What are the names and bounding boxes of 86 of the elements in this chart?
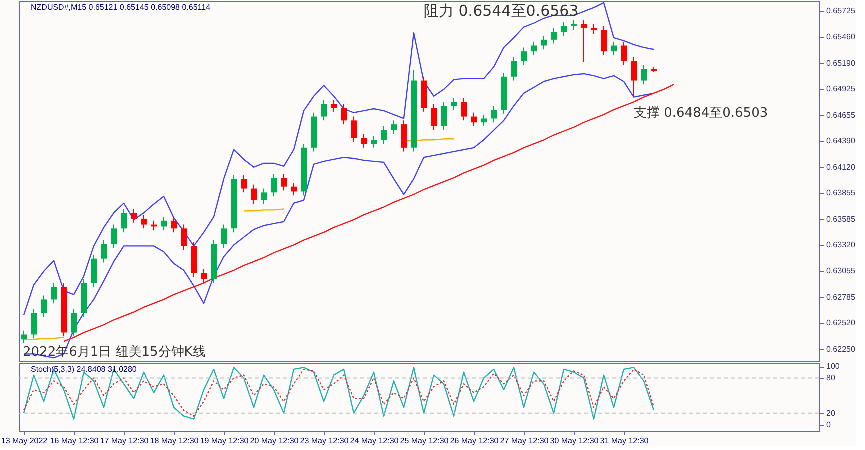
candlestick (451, 98, 457, 110)
candlestick (481, 114, 487, 128)
candlestick (561, 22, 567, 37)
x-tick-label: 16 May 12:30 (50, 436, 100, 446)
x-tick-label: 31 May 12:30 (600, 436, 650, 446)
x-tick-label: 13 May 2022 (1, 436, 48, 446)
candlestick (581, 20, 587, 63)
y-tick-label: 0.64925 (826, 84, 856, 94)
y-tick-label: 0.64655 (826, 110, 856, 120)
x-tick-label: 18 May 12:30 (150, 436, 200, 446)
y-tick-label: 0.65460 (826, 32, 856, 42)
x-tick-label: 20 May 12:30 (250, 436, 300, 446)
x-tick-label: 25 May 12:30 (400, 436, 450, 446)
candlestick (401, 120, 407, 152)
candlestick (381, 126, 387, 145)
candlestick (221, 224, 227, 249)
candlestick (161, 216, 167, 232)
y-tick-label: 0.63320 (826, 240, 856, 250)
candlestick (201, 269, 207, 284)
candlestick (571, 20, 577, 31)
candlestick (471, 112, 477, 128)
candlestick (251, 184, 257, 205)
candlestick (601, 26, 607, 56)
x-tick-label: 19 May 12:30 (200, 436, 250, 446)
y-tick-label: 0.64120 (826, 162, 856, 172)
candlestick (621, 41, 627, 66)
y-tick-label: 80 (826, 374, 836, 383)
x-tick-label: 24 May 12:30 (350, 436, 400, 446)
x-tick-label: 30 May 12:30 (550, 436, 600, 446)
candlestick (341, 104, 347, 126)
candlestick (351, 116, 357, 143)
candlestick (101, 240, 107, 264)
candlestick (31, 308, 37, 340)
candlestick (271, 174, 277, 198)
candlestick (631, 56, 637, 98)
candlestick (541, 36, 547, 50)
candlestick (431, 104, 437, 131)
candlestick (371, 136, 377, 148)
candlestick (591, 24, 597, 35)
annotation: 支撑 0.6484至0.6503 (634, 106, 768, 121)
candlestick (111, 224, 117, 249)
x-tick-label: 23 May 12:30 (300, 436, 350, 446)
y-tick-label: 0.62785 (826, 292, 856, 302)
y-tick-label: 0.63585 (826, 214, 856, 224)
candlestick (531, 41, 537, 56)
candlestick (71, 308, 77, 338)
candlestick (511, 56, 517, 82)
candlestick (141, 214, 147, 230)
candlestick (461, 98, 467, 122)
candlestick (611, 41, 617, 56)
chart-title: NZDUSD#,M15 0.65121 0.65145 0.65098 0.65114 (31, 3, 212, 12)
y-tick-label: 0.63055 (826, 266, 856, 276)
y-tick-label: 0.64390 (826, 136, 856, 146)
candlestick (121, 208, 127, 234)
y-tick-label: 20 (826, 408, 836, 418)
candlestick (261, 188, 267, 205)
x-tick-label: 17 May 12:30 (100, 436, 150, 446)
candlestick (641, 64, 647, 86)
candlestick (281, 174, 287, 192)
candlestick (361, 134, 367, 148)
candlestick (441, 102, 447, 131)
y-tick-label: 100 (826, 362, 840, 372)
candlestick (321, 100, 327, 122)
candlestick (171, 216, 177, 234)
candlestick (521, 47, 527, 66)
candlestick (41, 295, 47, 318)
candlestick (391, 120, 397, 135)
candlestick (21, 330, 27, 344)
candlestick (491, 106, 497, 124)
x-tick-label: 26 May 12:30 (450, 436, 500, 446)
candlestick (181, 224, 187, 251)
candlestick (551, 28, 557, 44)
candlestick (51, 282, 57, 304)
candlestick (331, 100, 337, 112)
candlestick (291, 182, 297, 196)
y-tick-label: 0 (826, 420, 832, 430)
y-tick-label: 0.62520 (826, 318, 856, 328)
y-tick-label: 0.65190 (826, 58, 856, 68)
y-tick-label: 0.63855 (826, 188, 856, 198)
chart-title: Stoch(5,3,3) 24.8408 31.0280 (31, 365, 138, 374)
y-tick-label: 0.65725 (826, 6, 856, 16)
candlestick (131, 208, 137, 224)
x-tick-label: 27 May 12:30 (500, 436, 550, 446)
annotation: 阻力 0.6544至0.6563 (424, 2, 579, 20)
candlestick (241, 174, 247, 194)
y-tick-label: 0.62250 (826, 344, 856, 354)
